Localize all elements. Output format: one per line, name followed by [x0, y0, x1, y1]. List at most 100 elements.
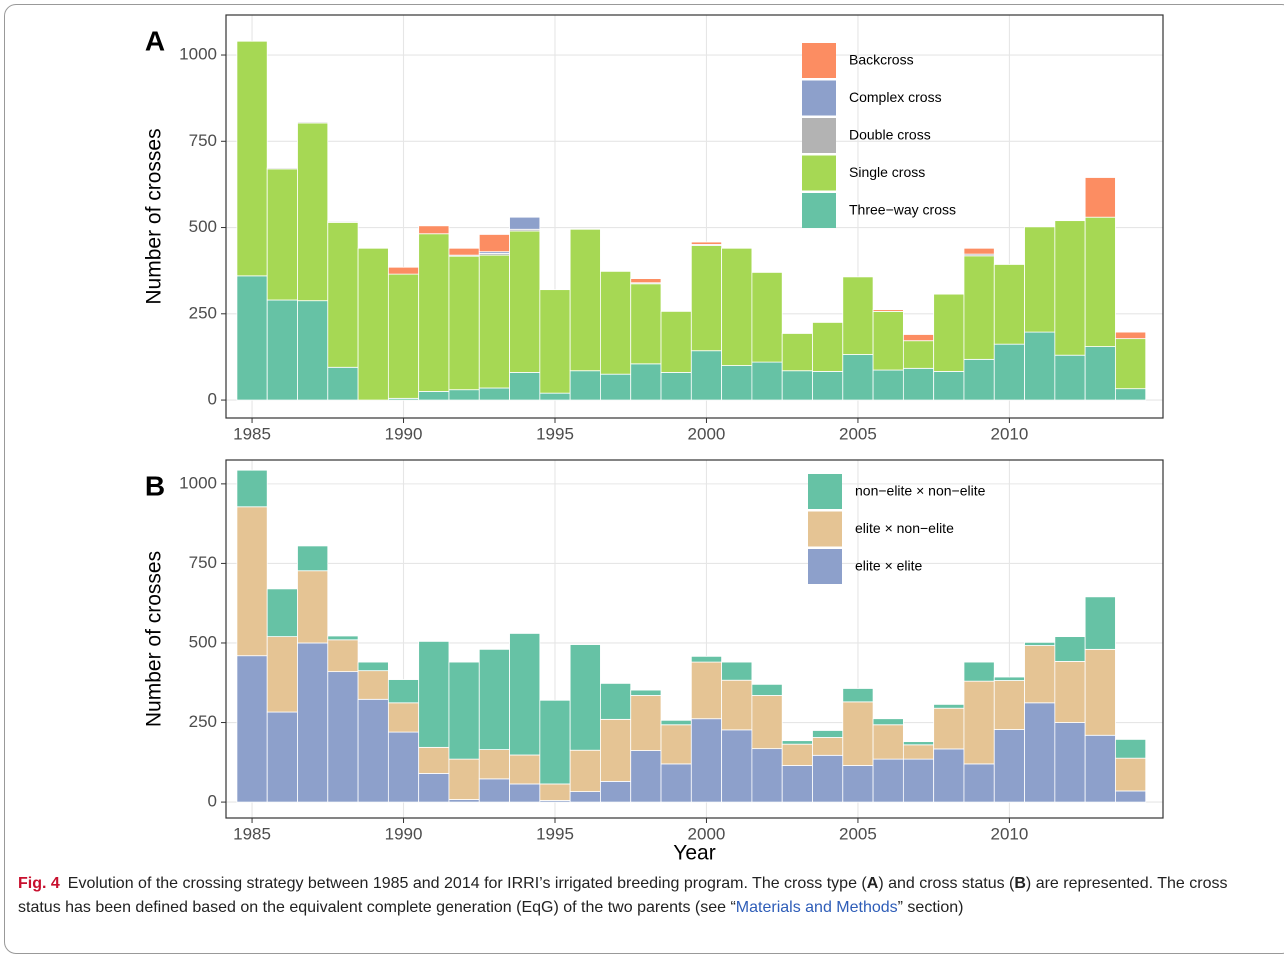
legend-key	[802, 118, 836, 153]
bar-segment	[842, 354, 874, 401]
bar-segment	[630, 695, 662, 751]
bar-segment	[781, 370, 813, 401]
bar-segment	[902, 744, 935, 760]
bar-segment	[418, 746, 450, 774]
bar-segment	[478, 749, 510, 780]
chart: 0 250 500 750 1000 1985 1990 1995 2000 2005 2010 A N…	[143, 14, 1164, 865]
bar-segment	[751, 748, 783, 803]
x-tick-label: 2010	[990, 824, 1028, 843]
bar-segment	[236, 506, 268, 657]
panel-label: A	[145, 25, 165, 56]
bar-segment	[327, 220, 359, 222]
bar-segment	[266, 299, 298, 401]
x-tick-label: 1985	[233, 424, 271, 443]
bar-segment	[509, 633, 541, 756]
bar-segment	[539, 289, 571, 394]
legend-label: Complex cross	[849, 89, 942, 105]
bar-segment	[569, 791, 601, 803]
bar-segment	[993, 680, 1025, 730]
bar-segment	[297, 300, 329, 401]
bar-segment	[1084, 216, 1116, 347]
bar-segment	[690, 350, 723, 401]
caption-text: B	[1014, 875, 1026, 892]
bar-segment	[266, 711, 298, 803]
bar-segment	[842, 701, 874, 766]
bar-segment	[902, 340, 935, 369]
bar-segment	[600, 718, 632, 782]
bar-segment	[842, 276, 874, 355]
caption-text: ” section)	[897, 899, 964, 916]
bar-segment	[993, 676, 1025, 681]
bar-segment	[266, 167, 298, 170]
bar-segment	[630, 363, 662, 401]
bar-segment	[872, 724, 904, 760]
bar-segment	[933, 293, 965, 372]
x-tick-label: 2005	[839, 824, 877, 843]
bar-segment	[933, 703, 965, 709]
x-tick-label: 1990	[385, 424, 423, 443]
bar-segment	[902, 758, 935, 803]
bar-segment	[1115, 331, 1147, 340]
bar-segment	[993, 343, 1025, 401]
bar-segment	[509, 372, 541, 401]
figure-frame	[4, 4, 1284, 954]
plot-border	[225, 459, 1164, 819]
x-tick-label: 2000	[688, 824, 726, 843]
bar-segment	[266, 168, 298, 301]
bar-segment	[478, 254, 510, 389]
bar-segment	[387, 731, 420, 803]
legend-label: Double cross	[849, 127, 931, 143]
bar-segment	[1024, 641, 1056, 646]
bar-segment	[630, 689, 662, 696]
bar-segment	[933, 371, 965, 401]
bar-segment	[1024, 331, 1056, 401]
bar-segment	[660, 763, 692, 803]
x-tick-label: 2005	[839, 424, 877, 443]
legend-label: non−elite × non−elite	[855, 483, 986, 499]
bar-segment	[963, 358, 995, 401]
legend-key	[802, 155, 836, 191]
x-axis-title: Year	[673, 842, 715, 865]
bar-segment	[327, 639, 359, 673]
plot-border	[225, 14, 1164, 419]
bar-segment	[387, 273, 420, 399]
bar-segment	[630, 283, 662, 365]
bar-segment	[781, 333, 813, 372]
bar-segment	[569, 644, 601, 751]
bar-segment	[690, 661, 723, 720]
caption-link[interactable]: Materials and Methods	[735, 899, 898, 916]
bar-segment	[1084, 177, 1116, 218]
caption: Fig. 4 Evolution of the crossing strategy…	[18, 872, 1268, 920]
bar-segment	[448, 758, 480, 800]
bar-segment	[539, 783, 571, 801]
y-axis-title: Number of crosses	[143, 128, 166, 304]
bar-segment	[781, 743, 813, 766]
bar-segment	[569, 228, 601, 372]
legend-label: Backcross	[849, 52, 914, 68]
bar-segment	[569, 749, 601, 792]
y-tick-label: 750	[189, 131, 217, 150]
bar-segment	[297, 121, 329, 124]
y-axis-title: Number of crosses	[143, 551, 166, 727]
bar-segment	[721, 729, 753, 803]
bar-segment	[1054, 354, 1086, 401]
bar-segment	[478, 778, 510, 803]
bar-segment	[297, 642, 329, 803]
bar-segment	[387, 266, 420, 275]
bar-segment	[1084, 346, 1116, 401]
bar-segment	[236, 655, 268, 803]
bar-segment	[1115, 338, 1147, 390]
x-tick-label: 1985	[233, 824, 271, 843]
bar-segment	[478, 387, 510, 401]
legend-label: Single cross	[849, 164, 925, 180]
bar-segment	[1115, 790, 1147, 803]
y-tick-label: 500	[189, 217, 217, 236]
bar-segment	[600, 270, 632, 375]
legend-key	[808, 511, 842, 547]
caption-text: ) are represented. The cross status has …	[18, 875, 1228, 916]
bar-segment	[872, 369, 904, 401]
bar-segment	[812, 322, 844, 372]
legend-key	[802, 193, 836, 228]
y-tick-label: 0	[208, 390, 217, 409]
